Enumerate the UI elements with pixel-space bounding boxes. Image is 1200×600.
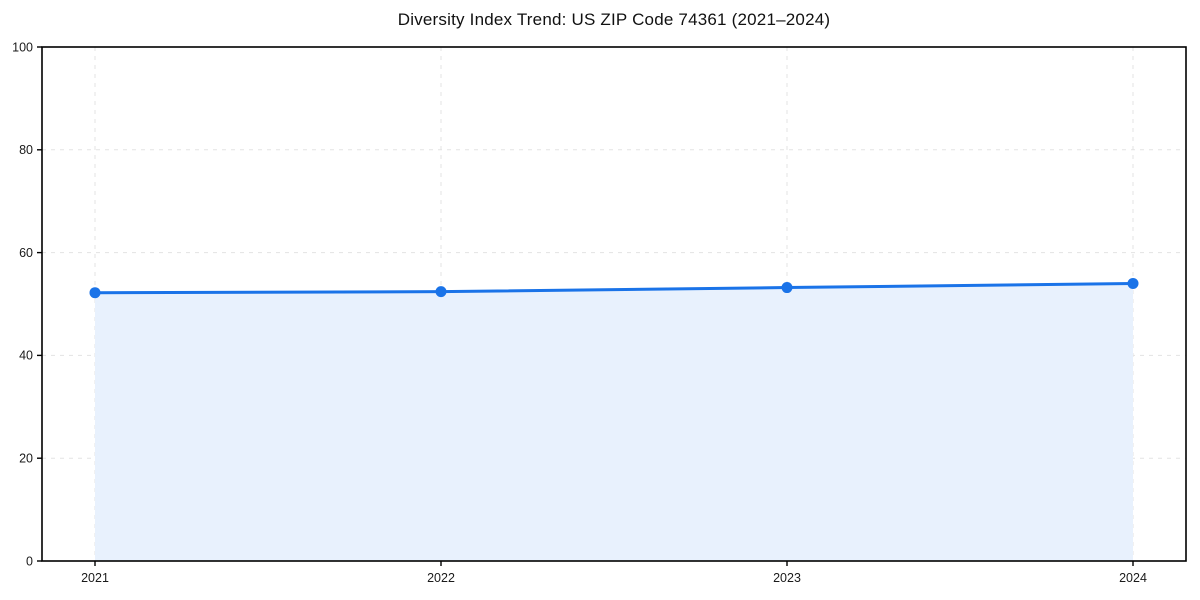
y-tick-label: 40 — [19, 349, 33, 363]
data-point-marker — [435, 286, 447, 298]
plot-border — [41, 46, 1187, 562]
x-tick-label: 2024 — [1119, 571, 1147, 585]
data-point-marker — [89, 287, 101, 299]
area-fill — [95, 283, 1133, 561]
chart-title: Diversity Index Trend: US ZIP Code 74361… — [397, 10, 831, 29]
y-tick-label: 60 — [19, 246, 33, 260]
x-tick-label: 2021 — [81, 571, 109, 585]
x-tick-label: 2022 — [427, 571, 455, 585]
trend-line — [93, 281, 1135, 295]
y-tick-label: 0 — [26, 554, 33, 568]
y-tick-label: 100 — [12, 40, 33, 54]
y-tick-label: 20 — [19, 451, 33, 465]
data-point-marker — [781, 282, 793, 294]
data-point-marker — [1127, 277, 1139, 289]
x-tick-label: 2023 — [773, 571, 801, 585]
y-tick-label: 80 — [19, 143, 33, 157]
